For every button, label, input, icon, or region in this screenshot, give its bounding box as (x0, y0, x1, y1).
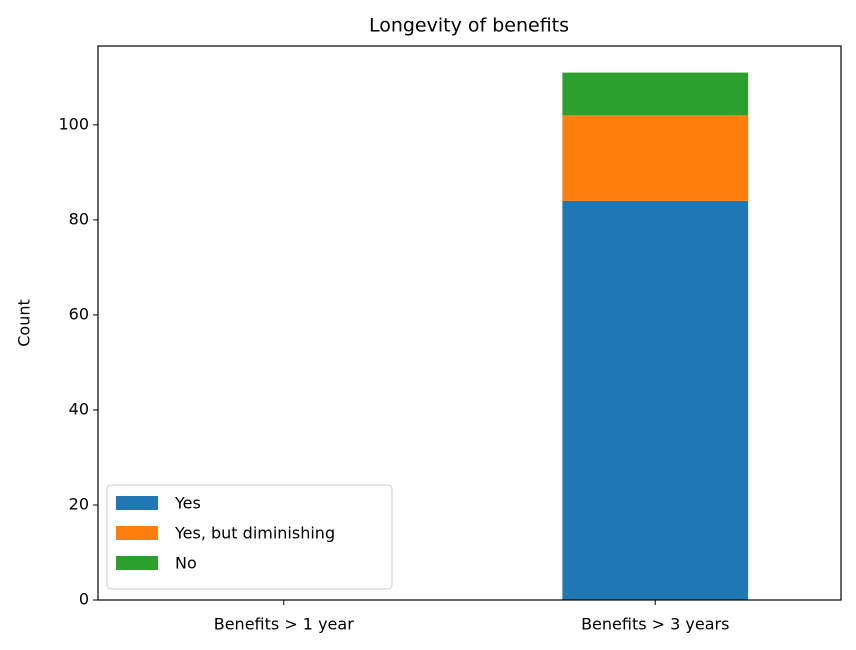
y-tick-label: 20 (69, 494, 89, 513)
legend-swatch (116, 526, 158, 540)
bar-segment (562, 200, 749, 600)
legend-swatch (116, 556, 158, 570)
y-tick-label: 80 (69, 209, 89, 228)
legend-label: No (175, 554, 197, 573)
x-tick-label: Benefits > 3 years (581, 615, 729, 634)
plot-frame (97, 45, 842, 601)
bar-segment (562, 72, 749, 116)
x-tick-label: Benefits > 1 year (214, 615, 354, 634)
y-tick-label: 60 (69, 304, 89, 323)
legend-box (106, 484, 393, 590)
y-tick-label: 40 (69, 399, 89, 418)
legend-label: Yes (174, 494, 201, 513)
legend-swatch (116, 496, 158, 510)
chart-title: Longevity of benefits (369, 15, 569, 37)
legend-label: Yes, but diminishing (174, 524, 335, 543)
y-tick-label: 100 (58, 114, 89, 133)
y-axis-label: Count (15, 299, 34, 347)
bar-segment (562, 115, 749, 201)
y-tick-label: 0 (79, 590, 89, 609)
